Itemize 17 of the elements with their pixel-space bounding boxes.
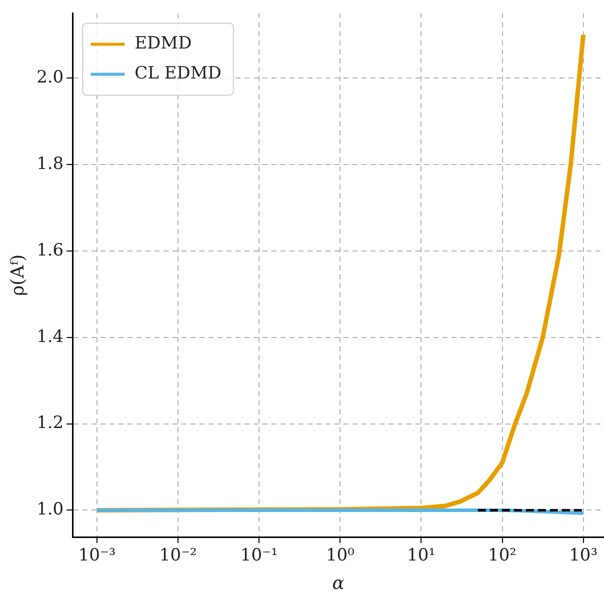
x-tick-label: 10⁻¹ <box>240 546 278 566</box>
y-tick-label: 1.2 <box>36 413 64 434</box>
x-axis-title: α <box>332 572 344 594</box>
legend-label: EDMD <box>134 34 192 54</box>
x-tick-label: 10⁻³ <box>78 546 116 566</box>
y-tick-label: 1.4 <box>36 326 64 347</box>
x-tick-label: 10⁻² <box>159 546 197 566</box>
y-tick-label: 2.0 <box>36 67 64 88</box>
y-tick-label: 1.8 <box>36 154 64 174</box>
legend-label: CL EDMD <box>134 64 222 84</box>
x-tick-label: 10¹ <box>406 546 436 566</box>
x-tick-label: 10² <box>488 546 516 566</box>
y-tick-label: 1.6 <box>36 240 64 260</box>
y-tick-label: 1.0 <box>36 500 64 520</box>
x-tick-label: 10³ <box>569 546 598 566</box>
x-tick-label: 10⁰ <box>326 546 355 566</box>
y-axis-title: ρ(Aᶠ) <box>7 254 28 296</box>
